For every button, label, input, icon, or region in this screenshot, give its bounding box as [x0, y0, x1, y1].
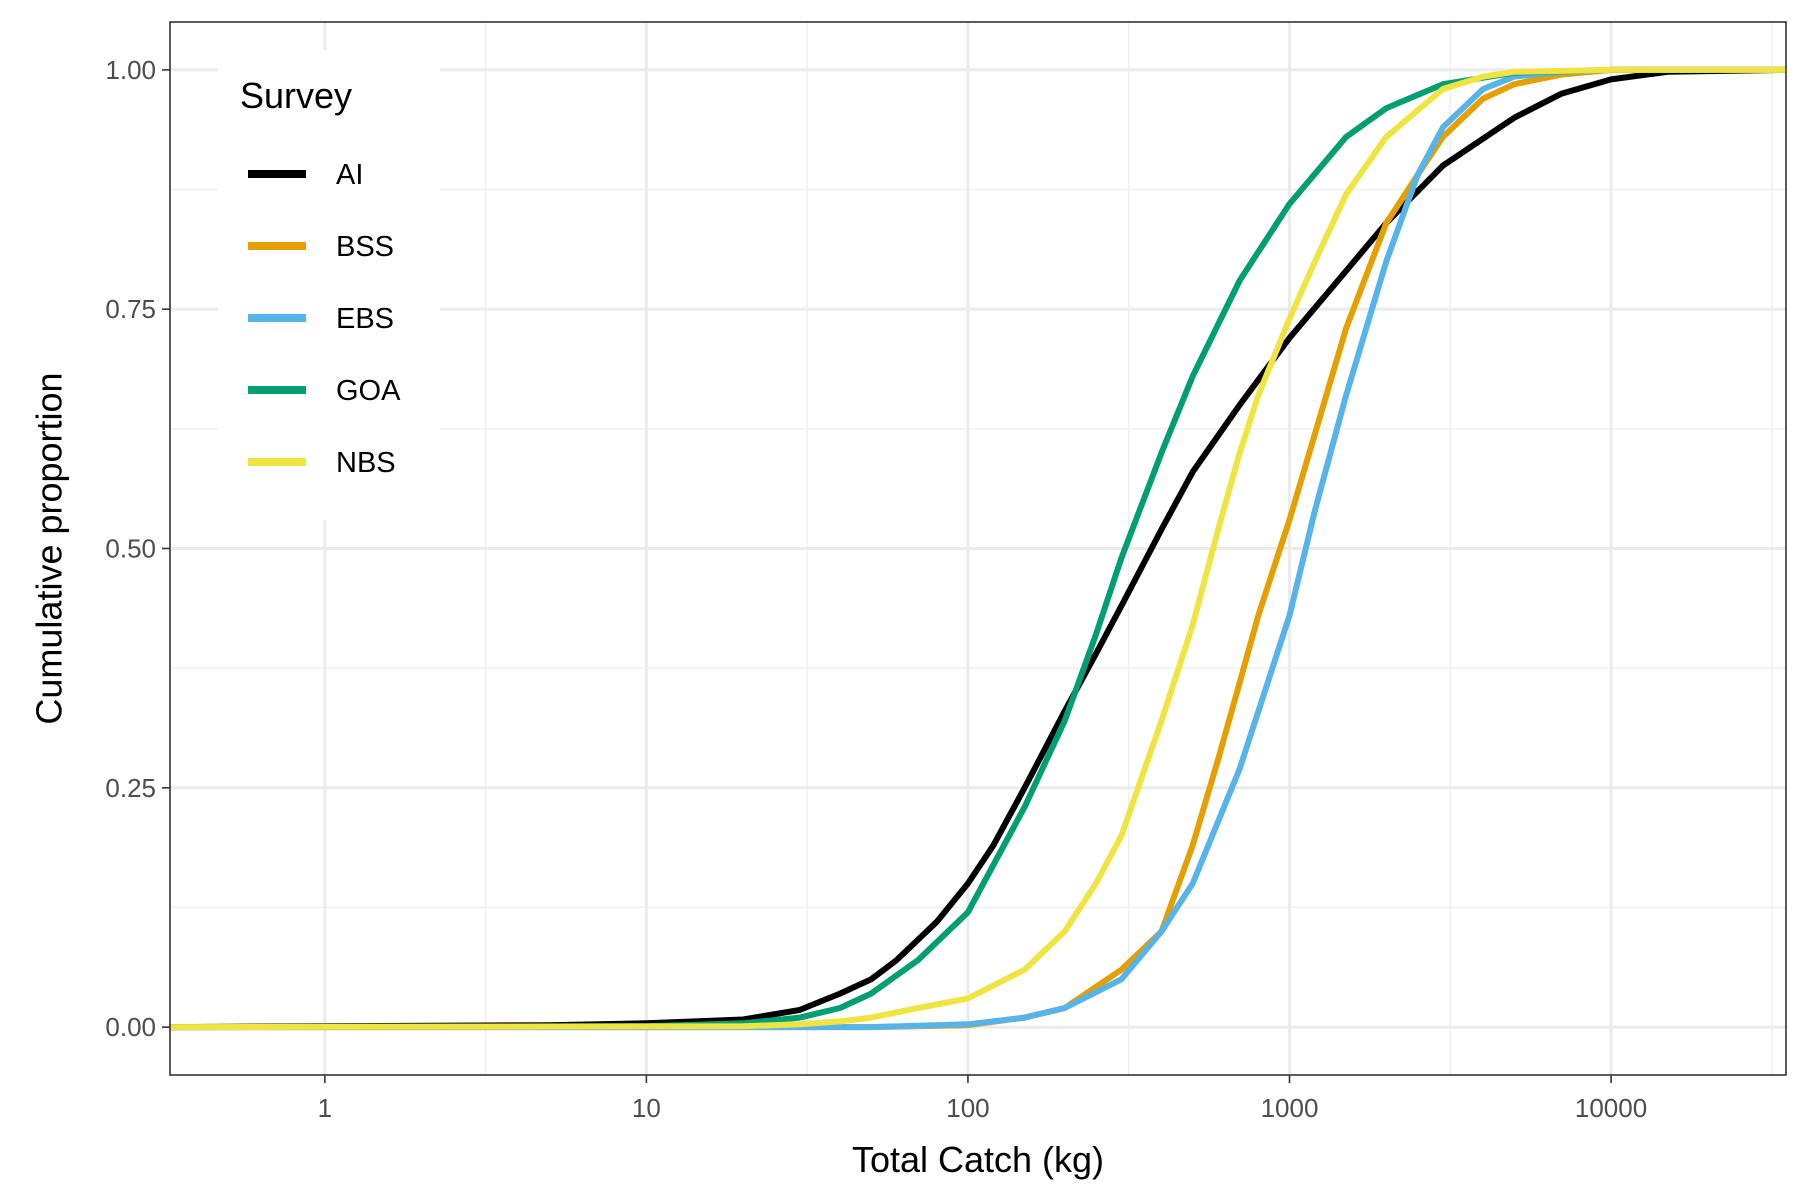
legend-label: EBS [336, 303, 394, 335]
y-axis-title: Cumulative proportion [29, 372, 70, 724]
x-axis: 1 10 100 1000 10000 [318, 1075, 1647, 1123]
legend-label: AI [336, 159, 363, 191]
y-tick-label: 1.00 [105, 55, 156, 85]
legend-title: Survey [240, 75, 352, 116]
series-line-ebs [170, 66, 1786, 1031]
legend-item-nbs: NBS [248, 447, 396, 479]
x-axis-title: Total Catch (kg) [852, 1139, 1104, 1180]
legend-item-bss: BSS [248, 231, 394, 263]
legend-item-ai: AI [248, 159, 363, 191]
y-axis: 0.00 0.25 0.50 0.75 1.00 [105, 55, 170, 1042]
legend: Survey AI BSS EBS GOA NBS [218, 50, 440, 520]
legend-label: NBS [336, 447, 396, 479]
series-line-goa [169, 66, 1786, 1031]
x-tick-label: 100 [946, 1093, 989, 1123]
x-tick-label: 1 [318, 1093, 332, 1123]
x-tick-label: 10000 [1575, 1093, 1647, 1123]
y-tick-label: 0.50 [105, 534, 156, 564]
series-line-ai [169, 66, 1787, 1031]
legend-item-ebs: EBS [248, 303, 394, 335]
y-tick-label: 0.00 [105, 1012, 156, 1042]
series-line-nbs [169, 66, 1786, 1031]
x-tick-label: 1000 [1261, 1093, 1319, 1123]
legend-items: AI BSS EBS GOA NBS [248, 159, 401, 479]
legend-background [218, 50, 440, 520]
legend-item-goa: GOA [248, 375, 401, 407]
y-tick-label: 0.75 [105, 294, 156, 324]
series-lines [169, 66, 1787, 1031]
legend-label: BSS [336, 231, 394, 263]
legend-label: GOA [336, 375, 401, 407]
x-tick-label: 10 [632, 1093, 661, 1123]
y-tick-label: 0.25 [105, 773, 156, 803]
